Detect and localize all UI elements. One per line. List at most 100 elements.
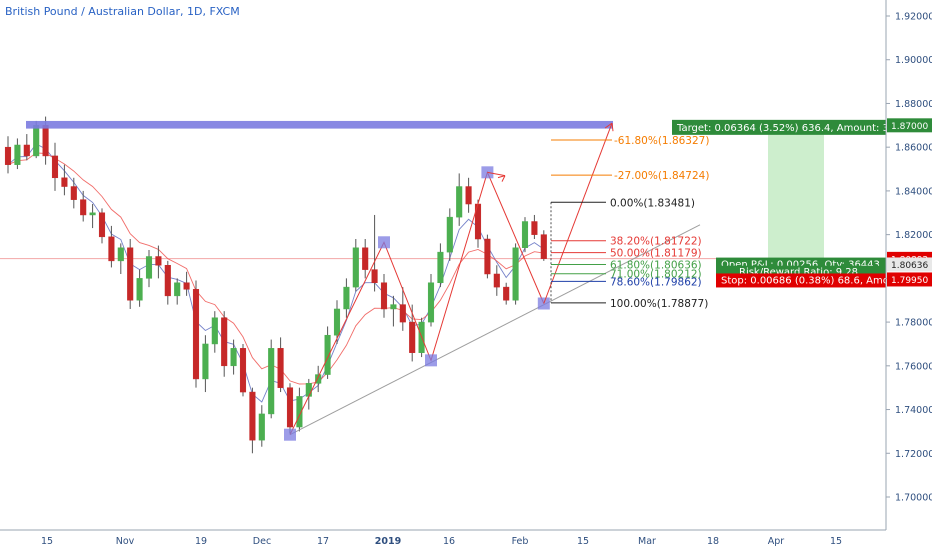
price-tick-label: 1.78000 — [895, 318, 932, 329]
time-tick-label: Dec — [253, 536, 271, 547]
candle-body-up — [89, 212, 96, 216]
time-tick-label: 15 — [577, 536, 589, 547]
target-label-bg — [672, 119, 886, 135]
candle-body-down — [127, 247, 134, 301]
price-tick-label: 1.76000 — [895, 361, 932, 372]
candle-body-down — [286, 387, 294, 428]
fib-level-label: 0.00%(1.83481) — [610, 197, 695, 209]
time-tick-label: 17 — [317, 536, 329, 547]
fib-level-label: 61.80%(1.80636) — [610, 259, 702, 271]
candle-body-down — [98, 212, 106, 238]
time-tick-label: 16 — [443, 536, 455, 547]
stop-label-bg — [716, 273, 886, 288]
candle-body-up — [305, 383, 312, 397]
price-tick-label: 1.74000 — [895, 405, 932, 416]
candle-body-down — [221, 317, 228, 367]
candle-body-up — [512, 247, 519, 301]
entry-price-label: 1.80636 — [891, 261, 928, 271]
candle-body-down — [51, 155, 59, 179]
stop-price-label: 1.79950 — [891, 276, 928, 286]
resistance-band[interactable] — [26, 120, 613, 129]
time-tick-label: Apr — [768, 536, 785, 547]
candle-body-up — [521, 221, 529, 249]
profit-zone — [768, 125, 824, 265]
price-tick-label: 1.72000 — [895, 449, 932, 460]
time-tick-label: Nov — [116, 536, 135, 547]
fib-level-label: 38.20%(1.81722) — [610, 236, 702, 248]
candle-body-up — [202, 343, 209, 380]
candle-body-up — [427, 282, 435, 323]
candle-body-down — [465, 186, 472, 205]
candle-body-down — [531, 221, 538, 235]
fib-level-label: -61.80%(1.86327) — [614, 135, 709, 147]
candle-body-up — [437, 251, 444, 283]
ma-fast-line — [7, 143, 545, 403]
candle-body-down — [70, 186, 77, 200]
drawing-layer[interactable] — [26, 120, 701, 441]
price-tick-label: 1.82000 — [895, 230, 932, 241]
fib-level-label: 71.00%(1.80212) — [610, 269, 702, 281]
candle-body-down — [80, 199, 87, 216]
fib-level-label: 78.60%(1.79862) — [610, 276, 702, 288]
candle-body-down — [540, 234, 547, 259]
risk-reward-label: Risk/Reward Ratio: 9.28 — [739, 267, 858, 278]
pattern-point-marker[interactable] — [425, 354, 437, 367]
time-tick-label: 15 — [41, 536, 53, 547]
candle-body-up — [296, 396, 303, 428]
candle-body-down — [42, 125, 49, 157]
fib-level-label: -27.00%(1.84724) — [614, 170, 709, 182]
moving-average-layer — [7, 143, 545, 403]
candle-body-down — [277, 348, 284, 388]
candle-body-down — [399, 304, 406, 323]
position-label-layer: Target: 0.06364 (3.52%) 636.4, Amount: 3… — [672, 119, 909, 288]
ma-slow-line — [7, 152, 544, 385]
candle-body-up — [446, 216, 453, 253]
target-label: Target: 0.06364 (3.52%) 636.4, Amount: 3 — [676, 123, 889, 134]
candle-body-up — [343, 286, 350, 310]
price-tick-label: 1.86000 — [895, 143, 932, 154]
fibonacci-layer[interactable]: -61.80%(1.86327) -27.00%(1.84724) 0.00%(1.… — [550, 135, 709, 310]
time-tick-label: 2019 — [375, 536, 401, 547]
candle-body-up — [174, 282, 181, 297]
pattern-point-marker[interactable] — [378, 236, 390, 249]
chart-title: British Pound / Australian Dollar, 1D, F… — [5, 5, 240, 18]
candle-body-down — [371, 269, 378, 283]
candle-body-down — [155, 256, 162, 266]
fib-level-label: 100.00%(1.78877) — [610, 298, 708, 310]
arrow-head — [497, 175, 506, 182]
target-arrow[interactable] — [543, 122, 613, 304]
support-trendline[interactable] — [289, 224, 701, 436]
candle-body-up — [230, 348, 237, 367]
time-tick-label: 18 — [707, 536, 719, 547]
candle-body-down — [108, 236, 115, 262]
price-tick-label: 1.70000 — [895, 493, 932, 504]
candle-body-up — [136, 278, 143, 301]
candle-body-up — [390, 304, 397, 310]
candle-body-up — [14, 144, 21, 165]
candle-body-down — [249, 391, 256, 441]
candle-body-down — [409, 321, 416, 353]
candle-body-down — [23, 144, 30, 157]
candle-body-down — [61, 177, 68, 187]
candle-body-down — [239, 348, 247, 393]
arrow-head — [604, 122, 614, 132]
position-zone-layer — [768, 125, 824, 280]
stop-price-label-bg — [887, 272, 932, 287]
candle-body-up — [117, 247, 124, 262]
candle-body-up — [352, 247, 359, 288]
projection-arrow[interactable] — [487, 171, 506, 177]
time-axis[interactable]: 15 Nov 19 Dec 17 2019 16 Feb 15 Mar 18 Apr 15 — [41, 536, 842, 547]
candle-body-down — [4, 146, 12, 165]
candle-layer — [4, 116, 547, 454]
target-price-label-bg — [887, 118, 932, 133]
time-tick-label: Feb — [512, 536, 529, 547]
time-tick-label: Mar — [638, 536, 656, 547]
time-tick-label: 19 — [195, 536, 207, 547]
price-tick-label: 1.90000 — [895, 55, 932, 66]
candle-body-down — [192, 289, 200, 380]
pattern-point-marker[interactable] — [284, 428, 296, 441]
candle-body-up — [315, 374, 322, 384]
pnl-label: Open P&L: 0.00256, Qty: 36443 — [721, 260, 880, 271]
